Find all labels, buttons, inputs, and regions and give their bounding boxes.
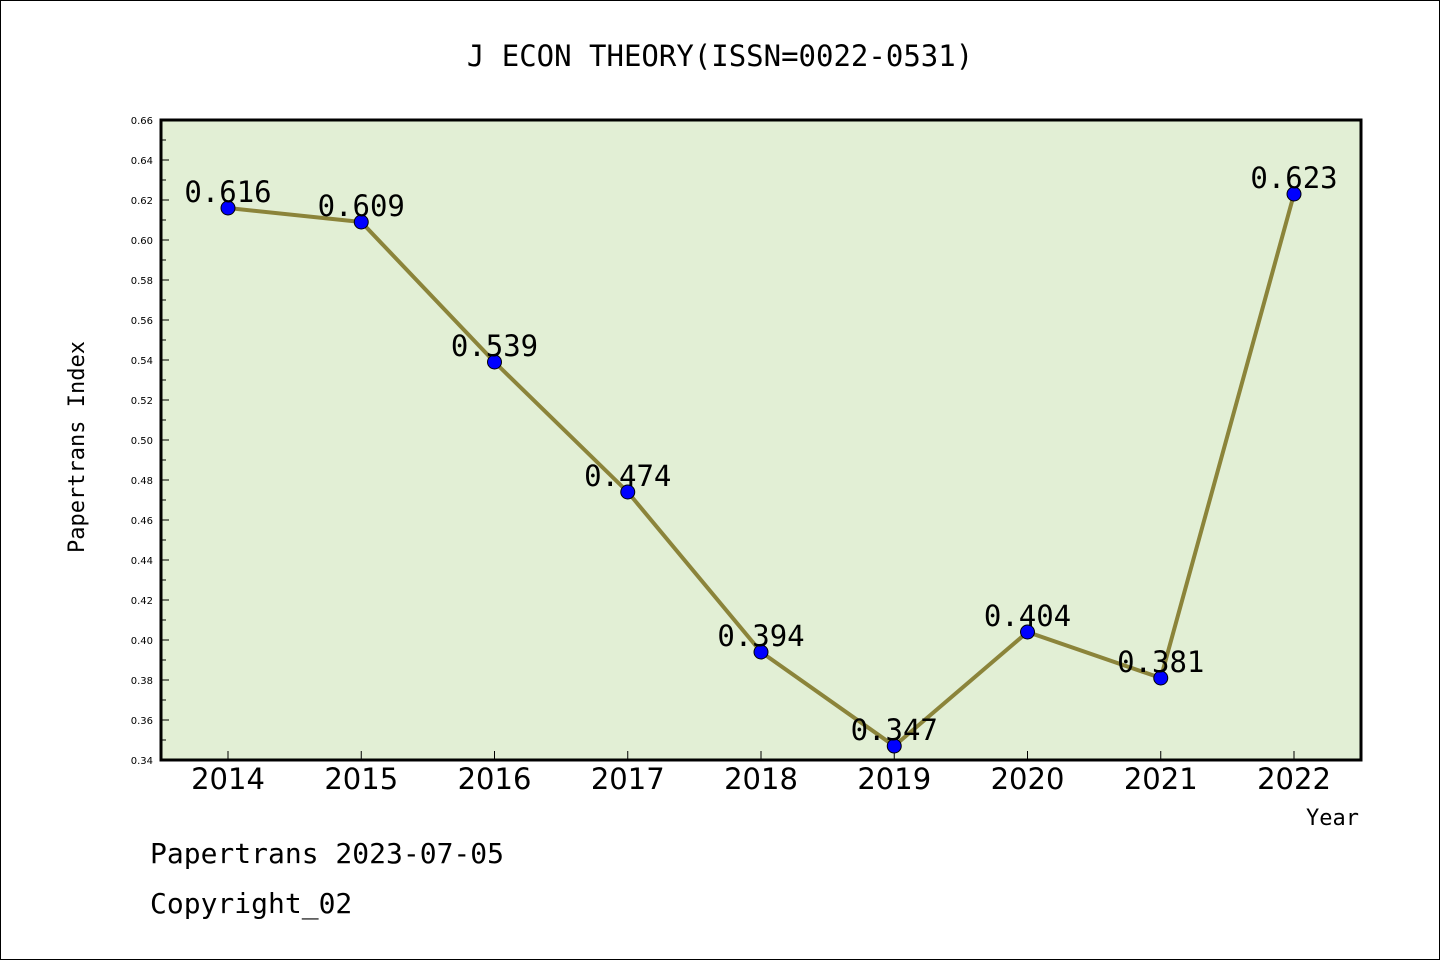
chart-title: J ECON THEORY(ISSN=0022-0531) [467,39,973,73]
data-label: 0.347 [851,713,938,747]
y-tick-label: 0.66 [131,116,153,127]
y-tick-label: 0.38 [131,676,153,687]
y-tick-label: 0.46 [131,516,153,527]
data-point [1020,624,1035,640]
x-tick-label: 2018 [724,762,798,796]
x-axis: 2014 2015 2016 2017 2018 2019 2020 2021 2022 [191,751,1331,796]
y-tick-label: 0.54 [131,356,153,367]
x-axis-label: Year [1306,806,1359,831]
x-tick-label: 2015 [324,762,398,796]
data-point [620,484,636,500]
data-point [220,200,236,216]
data-label: 0.539 [451,329,538,363]
y-tick-label: 0.40 [131,636,153,647]
data-point [353,214,369,230]
data-label: 0.394 [717,619,804,653]
data-point [1153,670,1169,686]
y-tick-label: 0.60 [131,236,153,247]
data-label: 0.404 [984,599,1071,633]
x-tick-label: 2019 [857,762,931,796]
y-tick-label: 0.50 [131,436,153,447]
y-tick-label: 0.48 [131,476,153,487]
data-label: 0.381 [1117,645,1204,679]
x-tick-label: 2014 [191,762,265,796]
y-tick-label: 0.36 [131,716,153,727]
y-tick-label: 0.34 [131,756,153,767]
x-tick-label: 2017 [591,762,665,796]
footer-date: Papertrans 2023-07-05 [150,837,504,870]
data-label: 0.474 [584,459,671,493]
y-axis-label: Papertrans Index [65,341,90,553]
series-line [220,186,1302,754]
y-tick-label: 0.58 [131,276,153,287]
y-tick-label: 0.44 [131,556,153,567]
x-tick-label: 2021 [1124,762,1198,796]
y-tick-label: 0.62 [131,196,153,207]
y-axis: 0.34 0.36 0.38 0.40 0.42 0.44 0.46 0.48 0.50 0.52… [131,116,169,767]
x-tick-label: 2016 [458,762,532,796]
data-point [753,644,769,660]
data-label: 0.623 [1250,161,1337,195]
data-label: 0.609 [318,189,405,223]
data-labels: 0.616 0.609 0.539 0.474 0.394 0.347 0.404 0.381… [184,161,1337,747]
y-tick-label: 0.56 [131,316,153,327]
footer-copyright: Copyright_02 [150,887,352,921]
data-label: 0.616 [184,175,271,209]
data-point [1286,186,1302,202]
y-tick-label: 0.52 [131,396,153,407]
y-tick-label: 0.42 [131,596,153,607]
data-point [886,738,902,754]
data-point [487,354,502,370]
x-tick-label: 2020 [991,762,1065,796]
y-tick-label: 0.64 [131,156,153,167]
x-tick-label: 2022 [1257,762,1331,796]
